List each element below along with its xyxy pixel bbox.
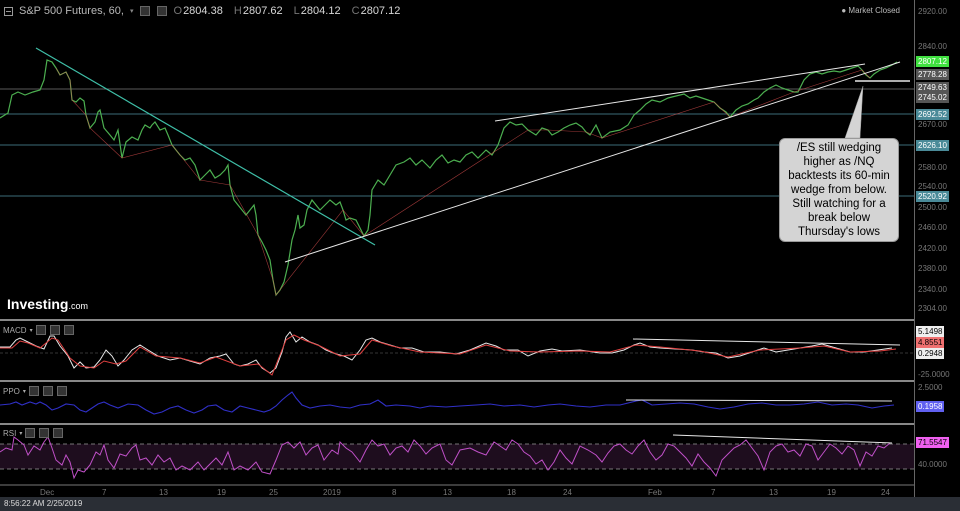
y-axis-label: 2580.00	[918, 163, 947, 172]
rsi-value-badge: 71.5547	[916, 437, 949, 448]
macd-signal-badge: 4.8551	[916, 337, 945, 348]
price-level-badge: 2749.63	[916, 82, 949, 93]
pane-divider[interactable]	[0, 380, 915, 382]
market-status-text: Market Closed	[848, 6, 900, 15]
y-axis-label: 2540.00	[918, 182, 947, 191]
visibility-icon[interactable]	[35, 325, 46, 335]
macd-value-badge: 5.1498	[916, 326, 945, 337]
ohlc-values: O2804.38 H2807.62 L2804.12 C2807.12	[174, 5, 409, 17]
chart-canvas[interactable]	[0, 0, 915, 497]
price-level-badge: 2778.28	[916, 69, 949, 80]
y-axis-label: 2500.00	[918, 203, 947, 212]
collapse-icon[interactable]	[4, 6, 13, 16]
market-status: ● Market Closed	[841, 6, 900, 15]
y-axis-label: 2340.00	[918, 285, 947, 294]
settings-icon[interactable]	[39, 428, 50, 438]
settings-icon[interactable]	[156, 6, 167, 16]
y-axis-label: 2420.00	[918, 244, 947, 253]
close-icon[interactable]	[63, 325, 74, 335]
macd-axis-label: -25.0000	[918, 370, 950, 379]
logo-main: Investing	[7, 296, 69, 312]
low-label: L	[293, 5, 300, 17]
callout-line: wedge from below.	[791, 184, 887, 196]
last-price-badge: 2807.12	[916, 56, 949, 67]
timestamp: 8:56:22 AM 2/25/2019	[4, 499, 83, 508]
callout-line: /ES still wedging	[796, 142, 882, 154]
close-value: 2807.12	[360, 5, 401, 17]
x-axis-label: Dec	[40, 488, 55, 497]
pane-divider[interactable]	[0, 423, 915, 425]
open-value: 2804.38	[183, 5, 223, 17]
rsi-label[interactable]: RSI	[3, 428, 17, 438]
close-icon[interactable]	[56, 386, 67, 396]
visibility-icon[interactable]	[28, 386, 39, 396]
support-level-badge: 2692.52	[916, 109, 949, 120]
x-axis-label: 19	[217, 488, 226, 497]
y-axis-label: 2670.00	[918, 120, 947, 129]
x-axis-label: 24	[563, 488, 572, 497]
rsi-pane-label: RSI ▾	[3, 428, 64, 438]
price-level-badge: 2745.02	[916, 92, 949, 103]
chevron-down-icon[interactable]: ▾	[29, 327, 33, 334]
macd-label[interactable]: MACD	[3, 325, 27, 335]
x-axis-label: 8	[392, 488, 397, 497]
x-axis-label: 13	[443, 488, 452, 497]
logo-suffix: .com	[68, 301, 88, 311]
instrument-title[interactable]: S&P 500 Futures, 60,	[19, 5, 124, 17]
x-axis-label: 13	[769, 488, 778, 497]
open-label: O	[173, 5, 183, 17]
status-bar: 8:56:22 AM 2/25/2019	[0, 497, 960, 511]
ppo-label[interactable]: PPO	[3, 386, 20, 396]
pane-divider[interactable]	[0, 319, 915, 321]
x-axis-label: 13	[159, 488, 168, 497]
y-axis-label: 2380.00	[918, 264, 947, 273]
y-axis-label: 2460.00	[918, 223, 947, 232]
x-axis-label: 7	[711, 488, 716, 497]
chevron-down-icon[interactable]: ▾	[22, 388, 26, 395]
price-axis[interactable]	[914, 0, 915, 497]
settings-icon[interactable]	[49, 325, 60, 335]
x-axis-label: 2019	[323, 488, 341, 497]
callout-line: break below	[807, 212, 870, 224]
callout-line: Thursday's lows	[797, 226, 881, 238]
callout-line: higher as /NQ	[803, 156, 875, 168]
y-axis-label: 2304.00	[918, 304, 947, 313]
callout-line: backtests its 60-min	[788, 170, 890, 182]
macd-histogram-badge: 0.2948	[916, 348, 945, 359]
support-level-badge: 2520.92	[916, 191, 949, 202]
visibility-toggle-icon[interactable]	[139, 6, 150, 16]
y-axis-label: 2840.00	[918, 42, 947, 51]
ppo-pane-label: PPO ▾	[3, 386, 68, 396]
ppo-axis-label: 2.5000	[918, 383, 943, 392]
x-axis-label: Feb	[648, 488, 662, 497]
annotation-callout[interactable]: /ES still wedging higher as /NQ backtest…	[779, 138, 899, 242]
rsi-axis-label: 40.0000	[918, 460, 947, 469]
x-axis-label: 7	[102, 488, 107, 497]
status-dot-icon: ●	[841, 6, 849, 15]
investing-logo: Investing.com	[7, 296, 88, 312]
y-axis-label: 2920.00	[918, 7, 947, 16]
visibility-icon[interactable]	[25, 428, 36, 438]
close-icon[interactable]	[53, 428, 64, 438]
high-value: 2807.62	[242, 5, 283, 17]
x-axis-label: 18	[507, 488, 516, 497]
close-label: C	[351, 5, 360, 17]
ppo-value-badge: 0.1958	[916, 401, 945, 412]
chevron-down-icon[interactable]: ▾	[129, 8, 134, 15]
callout-line: Still watching for a	[792, 198, 886, 210]
x-axis-label: 19	[827, 488, 836, 497]
support-level-badge: 2626.10	[916, 140, 949, 151]
low-value: 2804.12	[300, 5, 341, 17]
settings-icon[interactable]	[42, 386, 53, 396]
x-axis-label: 24	[881, 488, 890, 497]
high-label: H	[233, 5, 242, 17]
chevron-down-icon[interactable]: ▾	[19, 430, 23, 437]
chart-header: S&P 500 Futures, 60, ▾ O2804.38 H2807.62…	[0, 0, 915, 22]
x-axis-label: 25	[269, 488, 278, 497]
macd-pane-label: MACD ▾	[3, 325, 75, 335]
